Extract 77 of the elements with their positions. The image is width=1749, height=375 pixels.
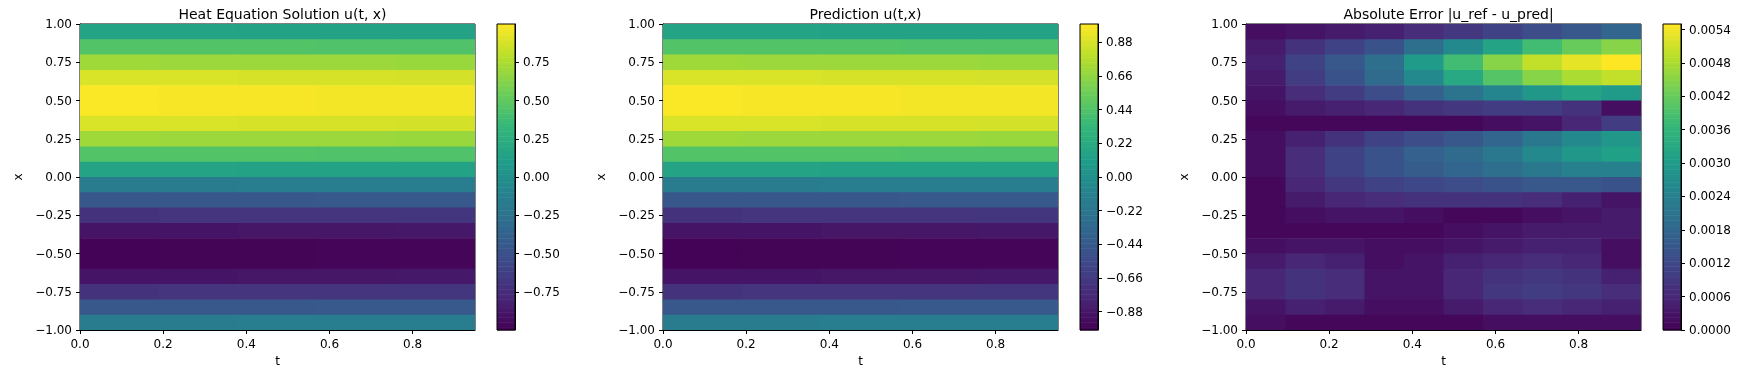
y-tick-label: 0.75 (45, 55, 72, 70)
y-tick-label: 0.75 (628, 55, 655, 70)
x-tick-label: 0.6 (319, 337, 340, 351)
y-tick-label: −0.50 (35, 246, 72, 261)
x-axis-title: t (858, 353, 864, 368)
y-tick-label: −0.25 (35, 208, 72, 223)
y-tick-label: −0.50 (1201, 246, 1238, 261)
color-bar-label: 0.88 (1106, 35, 1133, 50)
y-tick-label: −0.75 (618, 284, 655, 299)
color-bar-label: −0.50 (523, 246, 560, 261)
color-bar-label: 0.0018 (1689, 222, 1731, 237)
x-tick-label: 0.0 (70, 337, 90, 351)
y-tick-label: 0.50 (45, 93, 72, 108)
x-tick-label: 0.2 (736, 337, 756, 351)
x-tick-label: 0.4 (1402, 337, 1422, 351)
color-bar-label: 0.0012 (1689, 256, 1731, 271)
y-axis-title: x (594, 173, 609, 181)
x-tick-label: 0.8 (1569, 337, 1589, 351)
x-tick-label: 0.0 (1236, 337, 1256, 351)
y-tick-label: −0.25 (1201, 208, 1238, 223)
y-tick-label: −0.75 (35, 284, 72, 299)
x-tick-label: 0.4 (819, 337, 839, 351)
color-bar-label: −0.75 (523, 284, 560, 299)
x-tick-label: 0.4 (236, 337, 256, 351)
y-tick-label: 0.25 (1211, 131, 1238, 146)
chart-title: Prediction u(t,x) (809, 6, 922, 22)
y-tick-label: −1.00 (1201, 323, 1238, 337)
color-bar-label: 0.50 (523, 93, 550, 108)
color-bar-label: 0.00 (523, 170, 550, 184)
y-tick-label: 0.50 (1211, 93, 1238, 108)
color-bar-label: 0.25 (523, 131, 550, 146)
x-tick-label: 0.8 (403, 337, 423, 351)
color-bar-label: 0.0030 (1689, 156, 1731, 171)
x-axis-title: t (275, 353, 281, 368)
chart-title: Heat Equation Solution u(t, x) (178, 6, 387, 22)
y-tick-label: −0.25 (618, 208, 655, 223)
x-tick-label: 0.8 (986, 337, 1006, 351)
y-tick-label: 0.75 (1211, 55, 1238, 70)
y-tick-label: 0.25 (45, 131, 72, 146)
color-bar-label: 0.0006 (1689, 289, 1731, 304)
y-axis-title: x (1177, 173, 1192, 181)
color-bar-label: −0.66 (1106, 270, 1143, 285)
y-tick-label: −0.50 (618, 246, 655, 261)
color-bar-label: 0.66 (1106, 69, 1133, 84)
color-bar-label: 0.75 (523, 55, 550, 70)
y-tick-label: 1.00 (45, 17, 72, 31)
y-tick-label: −0.75 (1201, 284, 1238, 299)
x-tick-label: 0.0 (653, 337, 673, 351)
color-bar-label: 0.0000 (1689, 323, 1731, 337)
x-tick-label: 0.6 (1485, 337, 1506, 351)
color-bar-label: 0.22 (1106, 136, 1133, 151)
x-axis-title: t (1441, 353, 1447, 368)
color-bar-label: 0.0024 (1689, 189, 1731, 204)
y-tick-label: 0.50 (628, 93, 655, 108)
y-tick-label: 0.00 (45, 170, 72, 184)
x-tick-label: 0.2 (153, 337, 173, 351)
color-bar-label: 0.0042 (1689, 89, 1731, 104)
x-tick-label: 0.6 (902, 337, 923, 351)
y-tick-label: 1.00 (1211, 17, 1238, 31)
color-bar-label: 0.0048 (1689, 55, 1731, 70)
color-bar-label: 0.0036 (1689, 122, 1731, 137)
color-bar-label: −0.25 (523, 208, 560, 223)
color-bar-label: −0.44 (1106, 237, 1143, 252)
color-bar-label: 0.0054 (1689, 22, 1731, 37)
color-bar-label: 0.00 (1106, 170, 1133, 184)
y-tick-label: 0.00 (1211, 170, 1238, 184)
y-axis-title: x (11, 173, 26, 181)
y-tick-label: 0.25 (628, 131, 655, 146)
y-tick-label: 1.00 (628, 17, 655, 31)
color-bar-label: −0.22 (1106, 203, 1143, 218)
color-bar-label: −0.88 (1106, 304, 1143, 319)
y-tick-label: 0.00 (628, 170, 655, 184)
chart-title: Absolute Error |u_ref - u_pred| (1343, 6, 1554, 23)
color-bar-label: 0.44 (1106, 102, 1133, 117)
x-tick-label: 0.2 (1319, 337, 1339, 351)
y-tick-label: −1.00 (35, 323, 72, 337)
y-tick-label: −1.00 (618, 323, 655, 337)
